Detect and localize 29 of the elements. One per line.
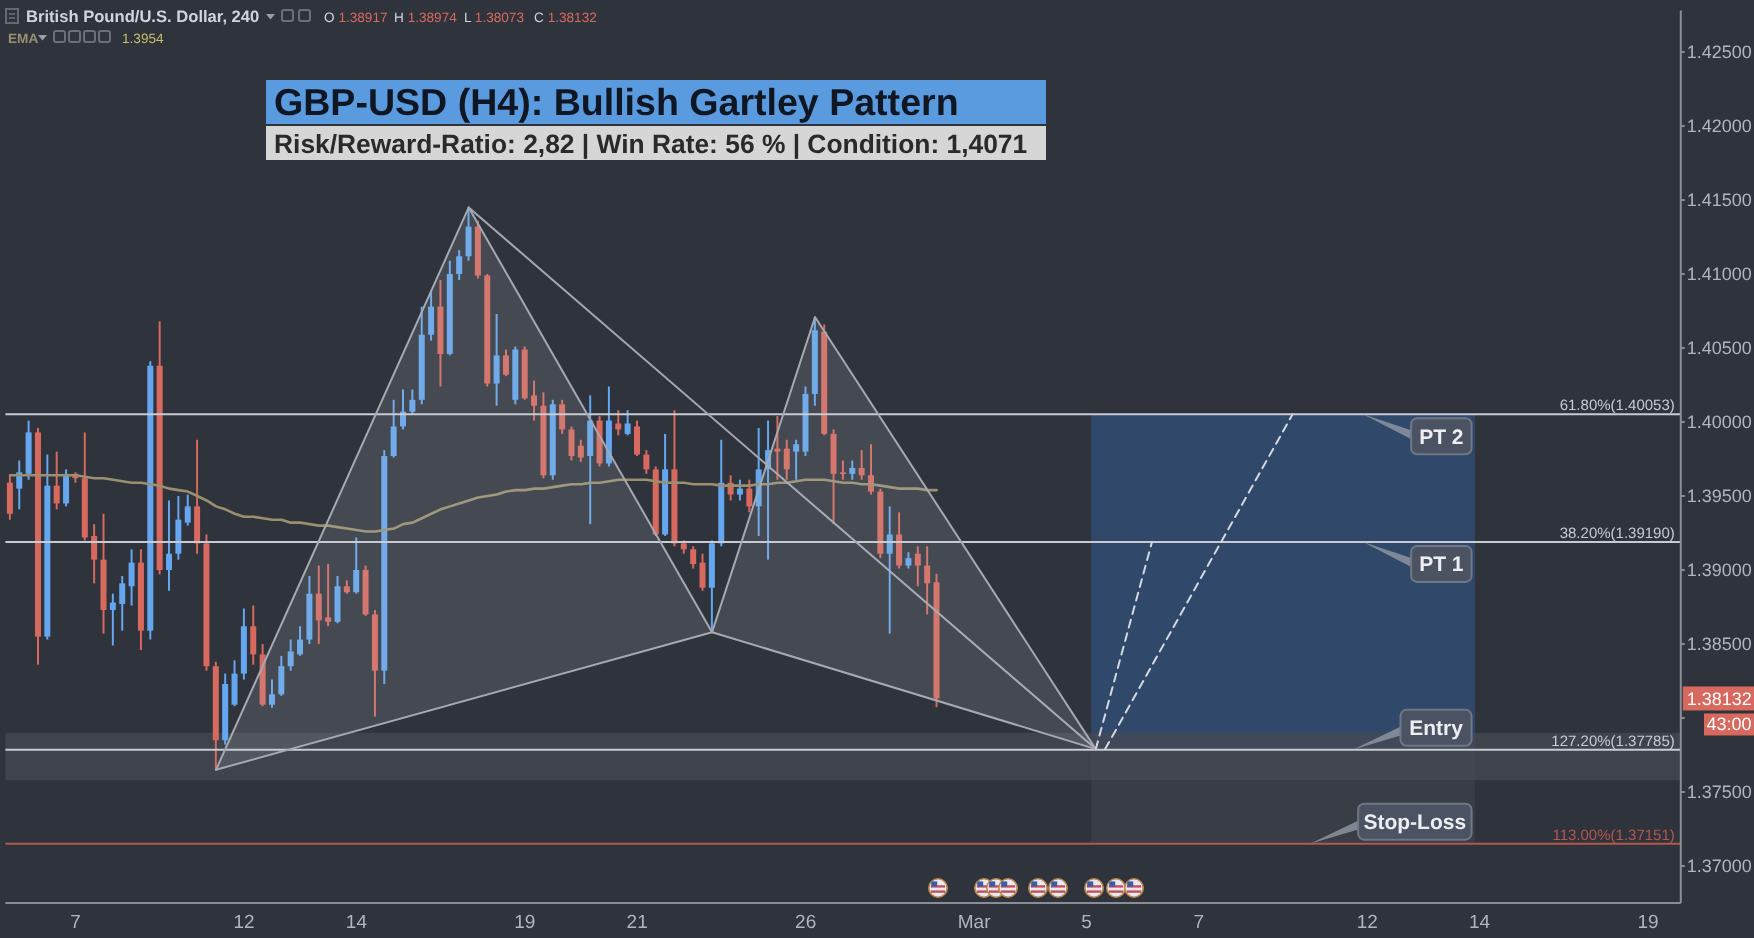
x-tick-label: 14: [1468, 912, 1491, 935]
x-tick-label: 5: [1081, 912, 1092, 935]
x-tick-label: 12: [1356, 912, 1378, 935]
x-tick-label: 7: [1193, 912, 1205, 935]
annotation: PT 2: [1419, 425, 1464, 450]
x-tick-label: 26: [795, 912, 817, 935]
y-tick-label: 1.40500: [1686, 338, 1752, 359]
annotation: British Pound/U.S. Dollar, 240: [26, 6, 261, 27]
x-tick-label: Mar: [957, 912, 991, 935]
y-tick-label: 1.38500: [1686, 634, 1752, 655]
y-tick-label: 1.39000: [1686, 560, 1752, 581]
x-tick-label: 19: [514, 912, 536, 935]
x-tick-label: 7: [70, 912, 81, 935]
y-tick-label: 1.41500: [1686, 190, 1752, 211]
y-tick-label: 1.37500: [1686, 782, 1752, 803]
y-tick-label: 1.42000: [1686, 116, 1752, 137]
x-tick-label: 14: [345, 912, 367, 935]
y-tick-label: 1.39500: [1686, 486, 1752, 507]
x-tick-label: 19: [1637, 912, 1659, 935]
text: GBP-USD (H4): Bullish Gartley Pattern: [274, 81, 959, 123]
annotation: Stop-Loss: [1363, 811, 1467, 836]
y-tick-label: 1.42500: [1686, 42, 1752, 63]
annotation: PT 1: [1419, 553, 1464, 578]
y-tick-label: 1.41000: [1686, 264, 1752, 285]
x-tick-label: 12: [233, 912, 255, 935]
x-tick-label: 21: [626, 912, 648, 935]
y-tick-label: 1.40000: [1686, 412, 1752, 433]
annotation: Entry: [1409, 717, 1464, 742]
y-tick-label: 1.37000: [1686, 856, 1752, 877]
